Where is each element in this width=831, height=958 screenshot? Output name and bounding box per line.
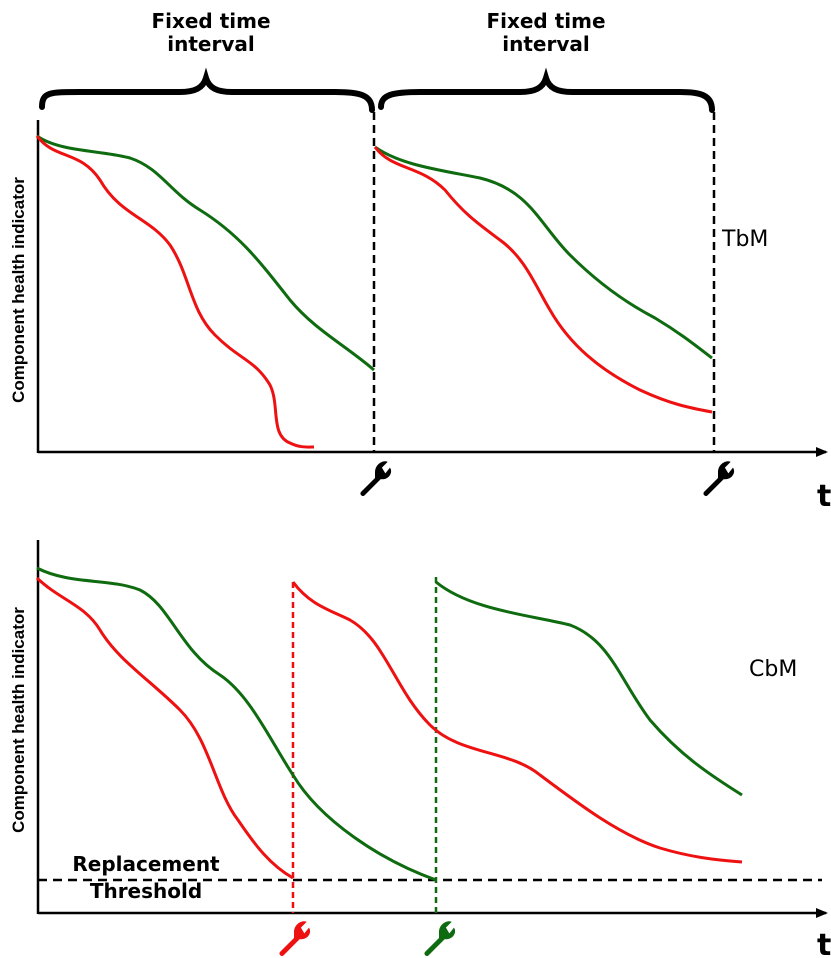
cbm-x-axis-label: t	[817, 928, 831, 958]
threshold-label-line2: Threshold	[90, 879, 202, 903]
interval-2-label-line1: Fixed time	[486, 9, 605, 33]
interval-2-label-line2: interval	[502, 32, 589, 56]
tbm-green-curve-1	[36, 134, 375, 372]
tbm-strategy-label: TbM	[721, 227, 768, 252]
interval-1-label-line2: interval	[167, 32, 254, 56]
tbm-red-curve-1	[35, 135, 315, 449]
tbm-panel: Fixed time interval Fixed time interval …	[9, 9, 831, 514]
threshold-label-line1: Replacement	[72, 852, 220, 876]
cbm-red-curve-1	[35, 576, 294, 880]
tbm-red-curve-2	[373, 146, 713, 414]
tbm-green-curve-2	[374, 145, 713, 360]
cbm-green-curve-1	[36, 566, 437, 882]
cbm-green-wrench-icon	[424, 921, 456, 957]
interval-1-brace	[39, 67, 375, 113]
tbm-y-axis-label: Component health indicator	[9, 177, 28, 403]
interval-1-label-line1: Fixed time	[151, 9, 270, 33]
interval-2-brace	[378, 67, 715, 113]
cbm-red-curve-2	[291, 581, 743, 864]
cbm-strategy-label: CbM	[749, 657, 797, 682]
cbm-panel: Component health indicator t CbM Replace…	[9, 540, 831, 958]
cbm-y-axis-label: Component health indicator	[9, 607, 28, 833]
tbm-wrench-icon-1	[360, 461, 392, 497]
tbm-x-axis-label: t	[817, 479, 831, 514]
tbm-wrench-icon-2	[703, 461, 735, 497]
cbm-green-curve-2	[435, 580, 743, 797]
cbm-red-wrench-icon	[279, 921, 311, 957]
